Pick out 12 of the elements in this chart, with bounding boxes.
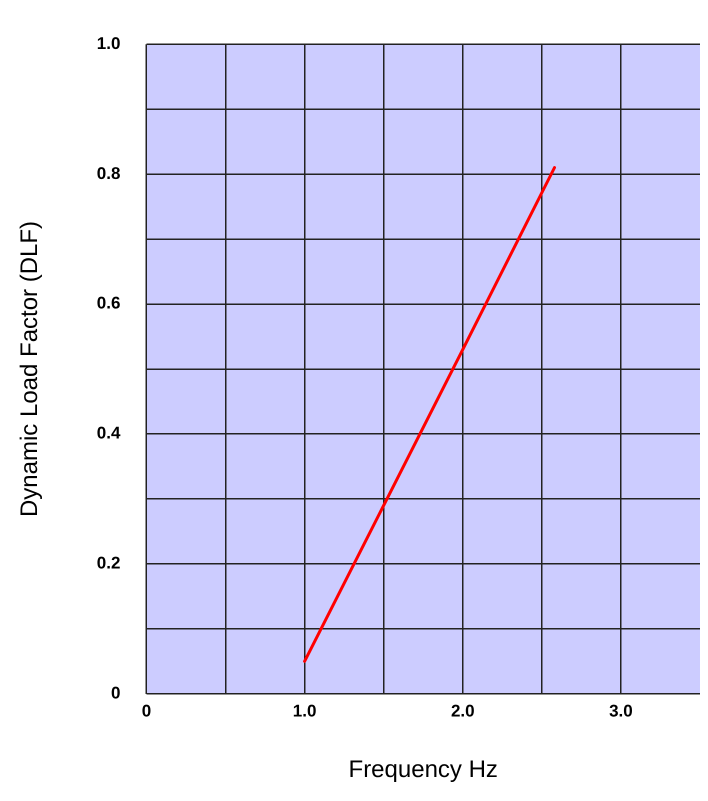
x-tick-label: 1.0 bbox=[292, 702, 316, 721]
x-axis-title: Frequency Hz bbox=[348, 756, 498, 784]
y-tick-label: 0.8 bbox=[96, 164, 120, 183]
y-axis-title: Dynamic Load Factor (DLF) bbox=[16, 220, 44, 518]
x-tick-label: 3.0 bbox=[609, 702, 633, 721]
y-tick-label: 0.2 bbox=[96, 554, 120, 573]
y-tick-label: 0.6 bbox=[96, 294, 120, 313]
y-tick-label: 1.0 bbox=[96, 34, 120, 53]
y-tick-label: 0 bbox=[110, 683, 120, 702]
y-tick-label: 0.4 bbox=[96, 424, 121, 443]
x-tick-label: 2.0 bbox=[450, 702, 475, 721]
x-tick-label: 0 bbox=[142, 702, 152, 721]
